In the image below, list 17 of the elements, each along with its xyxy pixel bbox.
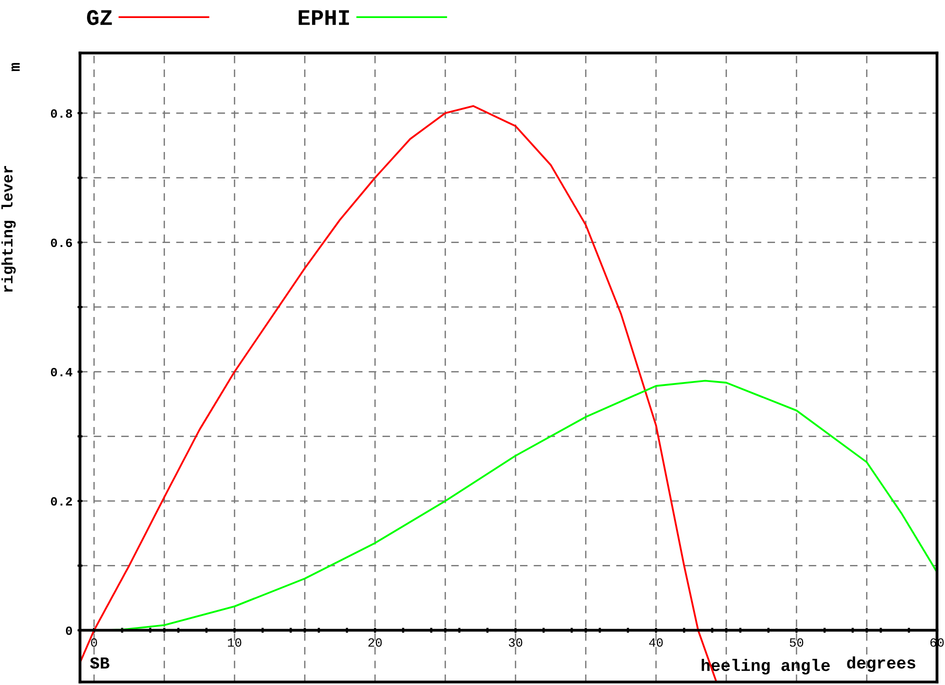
x-tick-label: 0 xyxy=(91,638,98,647)
text: m xyxy=(11,62,20,72)
annotation: SB xyxy=(90,657,110,669)
y-tick-label: 0 xyxy=(66,626,72,635)
y-tick-label: 0.6 xyxy=(50,238,72,248)
annotation: degrees xyxy=(847,656,916,672)
x-tick-label: 20 xyxy=(368,638,382,647)
x-tick-label: 50 xyxy=(790,638,804,647)
y-tick-label: 0.4 xyxy=(50,368,72,376)
x-tick-label: 30 xyxy=(508,638,522,647)
legend-label: EPHI xyxy=(298,10,349,25)
y-tick-label: 0.8 xyxy=(50,109,72,118)
x-tick-label: 10 xyxy=(228,638,242,647)
y-tick-label: 0.2 xyxy=(50,497,72,506)
x-tick-label: 40 xyxy=(649,638,663,647)
legend-label: GZ xyxy=(87,10,112,26)
y-axis-title: righting lever xyxy=(1,166,16,292)
